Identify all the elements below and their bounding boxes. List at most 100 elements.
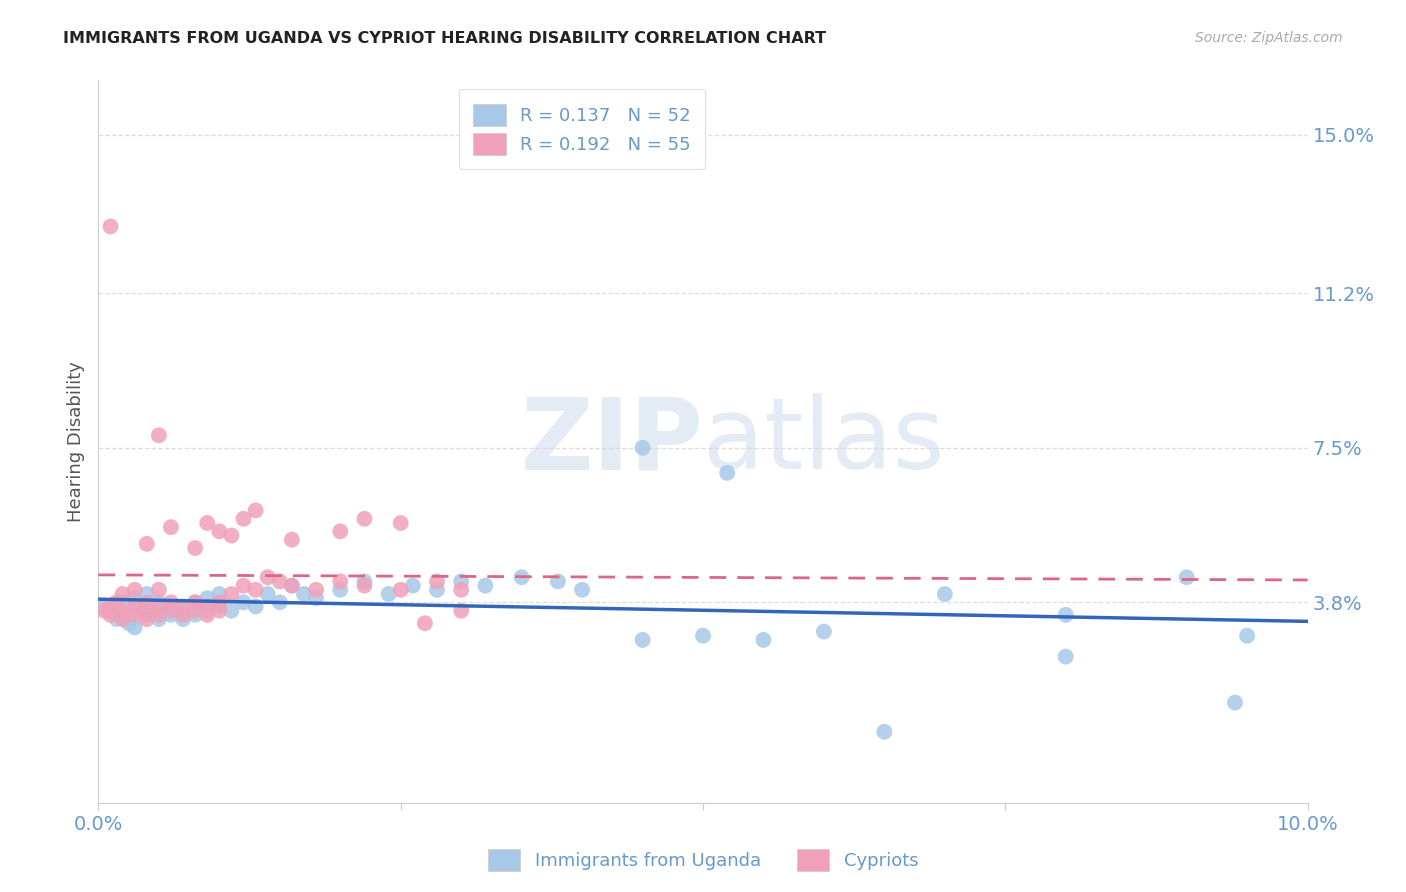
Point: [93, 599, 115, 614]
Point: [1236, 629, 1258, 643]
Point: [256, 570, 278, 584]
Point: [353, 574, 375, 589]
Point: [195, 604, 218, 618]
Point: [305, 591, 328, 606]
Text: Source: ZipAtlas.com: Source: ZipAtlas.com: [1195, 31, 1343, 45]
Point: [389, 582, 412, 597]
Point: [232, 512, 254, 526]
Point: [118, 616, 141, 631]
Point: [135, 607, 157, 622]
Point: [1175, 570, 1198, 584]
Point: [232, 579, 254, 593]
Point: [232, 595, 254, 609]
Point: [631, 632, 654, 647]
Point: [100, 607, 122, 622]
Point: [245, 599, 267, 614]
Point: [245, 503, 267, 517]
Point: [172, 599, 194, 614]
Point: [413, 616, 436, 631]
Point: [148, 604, 170, 618]
Point: [184, 607, 207, 622]
Text: atlas: atlas: [703, 393, 945, 490]
Point: [269, 595, 291, 609]
Point: [389, 516, 412, 530]
Point: [281, 579, 304, 593]
Point: [160, 520, 183, 534]
Point: [172, 612, 194, 626]
Point: [547, 574, 569, 589]
Legend: R = 0.137   N = 52, R = 0.192   N = 55: R = 0.137 N = 52, R = 0.192 N = 55: [458, 89, 706, 169]
Point: [256, 587, 278, 601]
Point: [148, 582, 170, 597]
Point: [510, 570, 533, 584]
Point: [195, 516, 218, 530]
Point: [873, 724, 896, 739]
Point: [100, 604, 122, 618]
Point: [124, 607, 146, 622]
Legend: Immigrants from Uganda, Cypriots: Immigrants from Uganda, Cypriots: [481, 842, 925, 879]
Point: [135, 587, 157, 601]
Point: [124, 604, 146, 618]
Point: [305, 582, 328, 597]
Y-axis label: Hearing Disability: Hearing Disability: [66, 361, 84, 522]
Point: [184, 541, 207, 555]
Point: [571, 582, 593, 597]
Point: [752, 632, 775, 647]
Point: [111, 604, 134, 618]
Point: [135, 537, 157, 551]
Point: [100, 599, 122, 614]
Point: [208, 599, 231, 614]
Text: ZIP: ZIP: [520, 393, 703, 490]
Point: [208, 604, 231, 618]
Point: [450, 582, 472, 597]
Point: [692, 629, 714, 643]
Point: [450, 604, 472, 618]
Point: [813, 624, 835, 639]
Point: [148, 612, 170, 626]
Text: IMMIGRANTS FROM UGANDA VS CYPRIOT HEARING DISABILITY CORRELATION CHART: IMMIGRANTS FROM UGANDA VS CYPRIOT HEARIN…: [63, 31, 827, 46]
Point: [329, 582, 352, 597]
Point: [1054, 649, 1077, 664]
Point: [160, 599, 183, 614]
Point: [148, 428, 170, 442]
Point: [184, 595, 207, 609]
Point: [1223, 696, 1246, 710]
Point: [100, 219, 122, 234]
Point: [148, 595, 170, 609]
Point: [160, 595, 183, 609]
Point: [221, 604, 243, 618]
Point: [716, 466, 738, 480]
Point: [111, 612, 134, 626]
Point: [93, 604, 115, 618]
Point: [124, 591, 146, 606]
Point: [377, 587, 399, 601]
Point: [135, 604, 157, 618]
Point: [135, 599, 157, 614]
Point: [292, 587, 315, 601]
Point: [124, 582, 146, 597]
Point: [160, 607, 183, 622]
Point: [111, 595, 134, 609]
Point: [474, 579, 496, 593]
Point: [329, 524, 352, 539]
Point: [281, 533, 304, 547]
Point: [124, 599, 146, 614]
Point: [934, 587, 956, 601]
Point: [148, 607, 170, 622]
Point: [450, 574, 472, 589]
Point: [111, 607, 134, 622]
Point: [105, 612, 128, 626]
Point: [195, 591, 218, 606]
Point: [353, 579, 375, 593]
Point: [281, 579, 304, 593]
Point: [353, 512, 375, 526]
Point: [208, 595, 231, 609]
Point: [329, 574, 352, 589]
Point: [135, 612, 157, 626]
Point: [195, 599, 218, 614]
Point: [245, 582, 267, 597]
Point: [208, 587, 231, 601]
Point: [135, 595, 157, 609]
Point: [402, 579, 425, 593]
Point: [269, 574, 291, 589]
